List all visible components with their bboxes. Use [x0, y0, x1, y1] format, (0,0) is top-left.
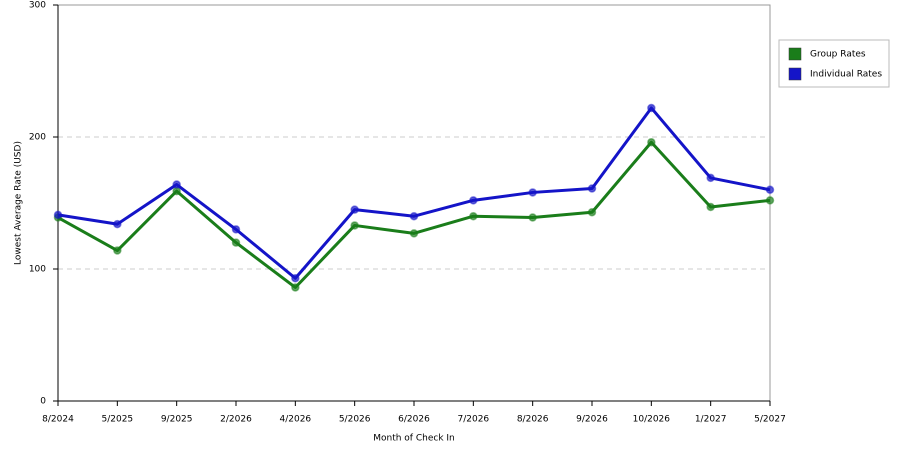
legend-swatch [788, 67, 802, 81]
point-marker [765, 196, 775, 205]
y-tick-label: 100 [29, 265, 46, 275]
x-tick-label: 1/2027 [695, 415, 727, 425]
point-marker [587, 207, 597, 217]
point-marker [113, 219, 122, 229]
x-tick-label: 7/2026 [457, 415, 489, 425]
point-marker [231, 225, 241, 234]
x-tick-label: 5/2025 [101, 415, 133, 425]
y-tick-label: 200 [29, 133, 46, 143]
point-marker [350, 205, 359, 214]
point-marker [528, 213, 537, 222]
point-marker [469, 196, 478, 205]
point-marker [409, 229, 419, 238]
point-marker [706, 202, 715, 212]
point-marker [409, 211, 419, 221]
x-tick-label: 4/2026 [279, 415, 311, 425]
point-marker [291, 273, 300, 283]
x-tick-label: 8/2026 [517, 415, 549, 425]
x-tick-label: 5/2026 [339, 415, 371, 425]
x-axis-label: Month of Check In [373, 434, 455, 444]
point-marker [528, 188, 537, 197]
point-marker [231, 238, 241, 247]
point-marker [587, 184, 597, 193]
point-marker [53, 210, 63, 220]
y-tick-label: 300 [29, 1, 46, 11]
legend-label: Individual Rates [810, 70, 882, 80]
y-axis-label: Lowest Average Rate (USD) [14, 141, 24, 265]
legend-swatch [788, 47, 802, 61]
y-tick-label: 0 [40, 397, 46, 407]
point-marker [647, 103, 656, 113]
point-marker [172, 180, 181, 189]
legend-label: Group Rates [810, 50, 866, 60]
x-tick-label: 8/2024 [42, 415, 74, 425]
point-marker [469, 211, 478, 221]
x-tick-label: 6/2026 [398, 415, 430, 425]
x-tick-label: 9/2025 [161, 415, 193, 425]
point-marker [647, 138, 656, 147]
point-marker [113, 246, 122, 255]
x-tick-label: 2/2026 [220, 415, 252, 425]
x-tick-label: 10/2026 [633, 415, 671, 425]
x-tick-label: 5/2027 [754, 415, 786, 425]
point-marker [350, 221, 359, 230]
point-marker [765, 185, 775, 195]
x-tick-label: 9/2026 [576, 415, 608, 425]
point-marker [706, 173, 715, 183]
point-marker [291, 283, 300, 292]
plot-frame [57, 4, 771, 402]
